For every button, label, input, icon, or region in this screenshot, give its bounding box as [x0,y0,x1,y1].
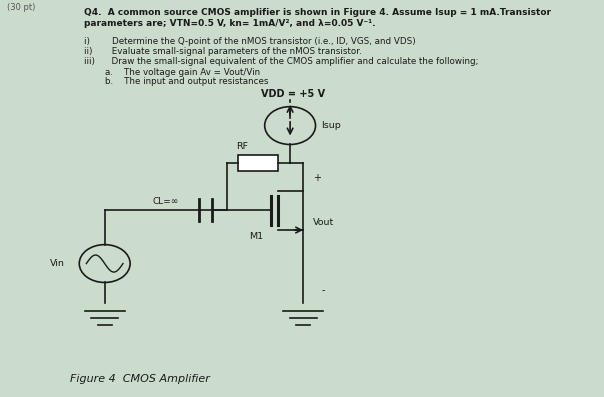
Text: ii)       Evaluate small-signal parameters of the nMOS transistor.: ii) Evaluate small-signal parameters of … [83,47,361,56]
Text: Vout: Vout [313,218,334,227]
Text: iii)      Draw the small-signal equivalent of the CMOS amplifier and calculate t: iii) Draw the small-signal equivalent of… [83,58,478,66]
Text: Q4.  A common source CMOS amplifier is shown in Figure 4. Assume Isup = 1 mA.Tra: Q4. A common source CMOS amplifier is sh… [83,8,550,17]
Text: (30 pt): (30 pt) [7,3,35,12]
Text: Isup: Isup [321,121,341,130]
Text: a.    The voltage gain Av = Vout/Vin: a. The voltage gain Av = Vout/Vin [104,67,260,77]
FancyBboxPatch shape [239,155,278,171]
Text: Vin: Vin [50,259,65,268]
Text: CL=∞: CL=∞ [152,197,179,206]
Text: VDD = +5 V: VDD = +5 V [261,89,325,99]
Text: b.    The input and output resistances: b. The input and output resistances [104,77,268,86]
Text: M1: M1 [249,232,263,241]
Text: parameters are; VTN=0.5 V, kn= 1mA/V², and λ=0.05 V⁻¹.: parameters are; VTN=0.5 V, kn= 1mA/V², a… [83,19,375,28]
Text: RF: RF [236,142,248,151]
Text: +: + [313,173,321,183]
Text: i)        Determine the Q-point of the nMOS transistor (i.e., ID, VGS, and VDS): i) Determine the Q-point of the nMOS tra… [83,37,416,46]
Text: -: - [322,285,326,295]
Text: Figure 4  CMOS Amplifier: Figure 4 CMOS Amplifier [70,374,210,384]
